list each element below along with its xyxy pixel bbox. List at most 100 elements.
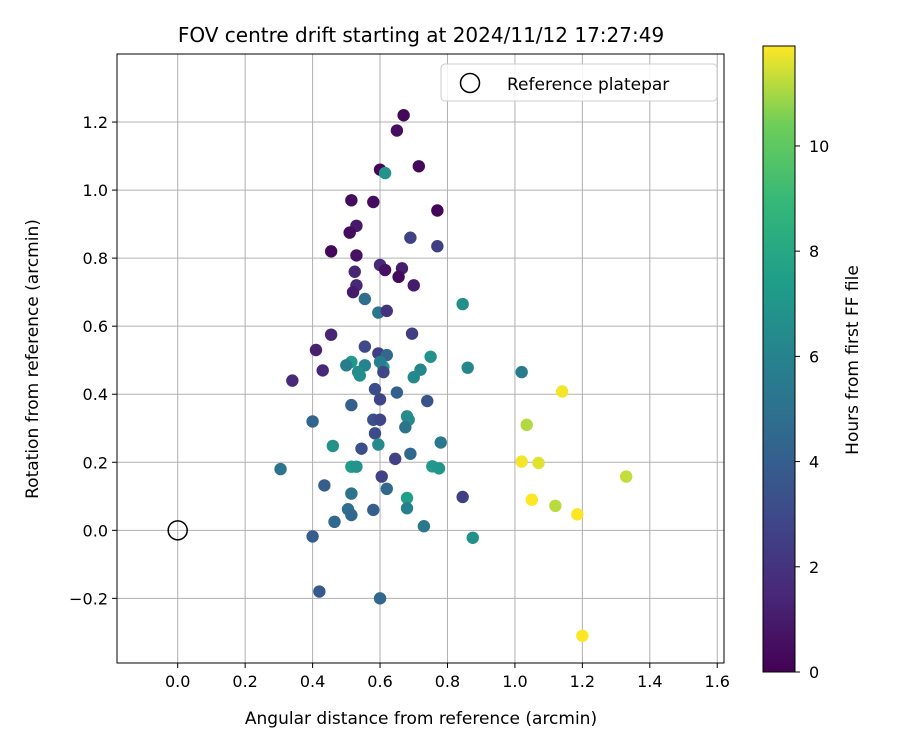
x-tick-label: 0.4: [300, 672, 325, 691]
reference-marker: [167, 520, 188, 541]
data-points: [274, 109, 633, 642]
data-point: [345, 398, 358, 412]
data-point: [274, 462, 287, 476]
y-tick-label: 0.0: [83, 521, 108, 540]
data-point: [306, 415, 319, 428]
y-axis-label: Rotation from reference (arcmin): [23, 219, 43, 499]
data-point: [525, 493, 538, 506]
data-point: [373, 413, 387, 426]
data-point: [378, 263, 392, 277]
x-tick-label: 1.0: [502, 672, 527, 691]
colorbar-label: Hours from first FF file: [843, 265, 863, 455]
x-tick-label: 1.2: [570, 672, 595, 691]
data-point: [316, 364, 329, 377]
y-tick-label: 1.0: [83, 181, 108, 200]
data-point: [400, 501, 414, 515]
x-tick-label: 0.2: [232, 672, 257, 691]
colorbar-gradient: [762, 45, 796, 673]
data-point: [520, 418, 533, 432]
x-tick-label: 1.4: [637, 672, 662, 691]
data-point: [318, 479, 331, 492]
data-point: [345, 487, 358, 500]
data-point: [417, 520, 431, 533]
data-point: [466, 531, 479, 544]
data-point: [432, 462, 446, 475]
data-point: [313, 585, 326, 598]
data-point: [346, 285, 360, 299]
data-point: [373, 355, 387, 369]
data-point: [345, 194, 358, 207]
data-point: [328, 515, 341, 529]
data-point: [431, 240, 444, 253]
plot-frame: [116, 53, 725, 664]
data-point: [390, 124, 404, 137]
data-point: [353, 369, 366, 382]
legend-label: Reference platepar: [507, 75, 669, 95]
axis-ticks: 0.0 0.2 0.4 0.6 0.8 1.0 1.2 1.4 1.6 −0.2 0.0 0.2 0.4…: [69, 113, 730, 691]
data-point: [377, 365, 390, 379]
data-point: [368, 382, 382, 396]
data-point: [373, 393, 387, 406]
data-point: [576, 629, 589, 642]
data-point: [407, 279, 420, 292]
data-point: [412, 160, 426, 173]
x-tick-label: 0.8: [435, 672, 460, 691]
data-point: [368, 427, 382, 440]
data-point: [345, 508, 358, 522]
data-point: [390, 386, 404, 399]
data-point: [373, 592, 387, 605]
data-point: [620, 470, 633, 483]
data-point: [367, 195, 380, 209]
data-point: [397, 109, 410, 122]
data-point: [456, 490, 469, 504]
data-point: [431, 204, 444, 217]
data-point: [405, 327, 419, 340]
data-point: [380, 482, 393, 496]
data-point: [461, 361, 474, 374]
legend: Reference platepar: [440, 63, 718, 102]
data-point: [515, 455, 528, 468]
data-point: [515, 365, 528, 379]
x-tick-label: 1.6: [705, 672, 730, 691]
y-tick-label: 1.2: [83, 113, 108, 132]
data-point: [532, 456, 545, 470]
data-point: [355, 442, 368, 455]
colorbar-tick-label: 10: [809, 137, 829, 156]
colorbar: 0 2 4 6 8 10 Hours from first FF file: [762, 45, 863, 682]
colorbar-tick-label: 2: [809, 558, 819, 577]
data-point: [434, 436, 447, 449]
data-point: [324, 328, 338, 341]
data-point: [343, 226, 356, 239]
data-point: [358, 292, 372, 306]
x-axis-label: Angular distance from reference (arcmin): [245, 709, 597, 729]
data-point: [372, 438, 385, 451]
y-tick-label: 0.4: [83, 385, 108, 404]
data-point: [549, 499, 562, 513]
colorbar-tick-label: 4: [809, 453, 819, 472]
data-point: [399, 421, 412, 434]
colorbar-tick-label: 6: [809, 347, 819, 366]
data-point: [404, 447, 417, 460]
data-point: [404, 231, 417, 244]
data-point: [389, 452, 402, 466]
data-point: [407, 371, 420, 384]
data-point: [375, 470, 388, 483]
data-point: [340, 359, 353, 372]
data-point: [571, 508, 584, 521]
data-point: [378, 166, 392, 180]
data-point: [358, 340, 372, 353]
data-point: [350, 249, 363, 262]
x-tick-label: 0.0: [165, 672, 190, 691]
legend-marker: [459, 72, 481, 94]
y-tick-label: 0.6: [83, 317, 108, 336]
colorbar-tick-label: 8: [809, 242, 819, 261]
data-point: [326, 439, 340, 453]
data-point: [309, 343, 323, 357]
data-point: [306, 530, 319, 543]
grid-lines: [117, 54, 724, 663]
colorbar-ticks: 0 2 4 6 8 10: [795, 137, 829, 682]
colorbar-tick-label: 0: [809, 663, 819, 682]
y-tick-label: 0.8: [83, 249, 108, 268]
data-point: [286, 374, 299, 387]
